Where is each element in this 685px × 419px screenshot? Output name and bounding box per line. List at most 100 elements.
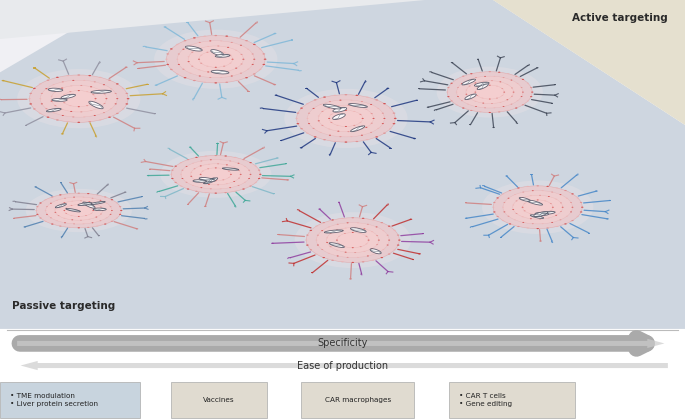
Circle shape — [512, 204, 514, 205]
Circle shape — [223, 168, 224, 169]
Circle shape — [571, 193, 574, 194]
Circle shape — [389, 128, 392, 129]
Circle shape — [116, 113, 119, 114]
Circle shape — [59, 225, 62, 227]
Circle shape — [371, 113, 373, 114]
Circle shape — [479, 111, 482, 113]
Circle shape — [180, 174, 182, 175]
Circle shape — [336, 224, 338, 225]
Circle shape — [47, 116, 49, 118]
Ellipse shape — [83, 202, 95, 208]
Ellipse shape — [188, 46, 243, 72]
Circle shape — [70, 85, 73, 86]
Circle shape — [240, 174, 242, 175]
Circle shape — [262, 53, 265, 54]
Circle shape — [456, 104, 458, 106]
Bar — [338, 202, 340, 203]
Circle shape — [66, 75, 69, 76]
Circle shape — [556, 187, 558, 189]
Circle shape — [36, 214, 38, 215]
Circle shape — [223, 66, 225, 67]
Circle shape — [208, 164, 210, 165]
Circle shape — [380, 257, 383, 258]
Circle shape — [377, 108, 379, 109]
Circle shape — [319, 208, 321, 210]
Circle shape — [489, 98, 490, 99]
Circle shape — [375, 226, 377, 228]
Circle shape — [98, 107, 100, 108]
Ellipse shape — [527, 200, 543, 205]
Circle shape — [560, 194, 562, 195]
Circle shape — [508, 198, 510, 199]
Ellipse shape — [437, 67, 543, 118]
Circle shape — [475, 92, 476, 93]
Ellipse shape — [181, 160, 251, 189]
Circle shape — [382, 113, 384, 114]
Circle shape — [570, 202, 572, 203]
Circle shape — [496, 85, 498, 87]
Bar — [390, 147, 392, 149]
Ellipse shape — [503, 191, 573, 224]
Circle shape — [182, 170, 184, 171]
Bar — [464, 202, 466, 203]
Circle shape — [251, 64, 253, 65]
Circle shape — [482, 81, 484, 82]
Circle shape — [110, 206, 112, 207]
Circle shape — [225, 155, 227, 157]
Circle shape — [119, 206, 121, 207]
Circle shape — [530, 218, 532, 219]
Circle shape — [190, 72, 192, 74]
Circle shape — [194, 179, 195, 180]
Circle shape — [207, 71, 210, 72]
Circle shape — [462, 107, 464, 109]
Circle shape — [354, 227, 356, 228]
Circle shape — [350, 136, 353, 137]
Circle shape — [125, 67, 127, 68]
Circle shape — [521, 96, 523, 97]
Circle shape — [259, 174, 262, 175]
Circle shape — [203, 36, 206, 37]
Circle shape — [39, 83, 42, 85]
Circle shape — [537, 199, 538, 200]
Circle shape — [501, 95, 503, 96]
Circle shape — [308, 123, 310, 124]
Circle shape — [315, 253, 318, 255]
Circle shape — [318, 120, 320, 122]
Circle shape — [198, 69, 200, 70]
Circle shape — [248, 170, 250, 171]
Circle shape — [521, 207, 523, 208]
Circle shape — [382, 249, 384, 250]
Circle shape — [116, 202, 119, 204]
Circle shape — [116, 217, 119, 219]
Circle shape — [83, 116, 86, 117]
Bar — [422, 233, 425, 234]
Circle shape — [190, 45, 192, 46]
Circle shape — [493, 211, 495, 212]
Circle shape — [199, 42, 201, 43]
Circle shape — [64, 210, 65, 211]
Circle shape — [111, 199, 113, 200]
Circle shape — [179, 162, 182, 163]
Circle shape — [539, 241, 542, 242]
Circle shape — [223, 52, 225, 53]
Circle shape — [312, 128, 314, 129]
Circle shape — [330, 122, 332, 123]
Circle shape — [446, 91, 449, 93]
Circle shape — [380, 222, 383, 223]
Bar — [98, 235, 100, 236]
Circle shape — [39, 217, 42, 219]
Circle shape — [184, 40, 186, 41]
Circle shape — [122, 88, 125, 89]
Circle shape — [192, 163, 194, 164]
Ellipse shape — [36, 193, 121, 228]
Circle shape — [56, 220, 58, 221]
Circle shape — [94, 115, 96, 116]
Circle shape — [214, 193, 217, 194]
Circle shape — [366, 139, 369, 140]
Circle shape — [46, 214, 48, 215]
Circle shape — [231, 42, 233, 43]
Circle shape — [116, 83, 119, 85]
Circle shape — [193, 37, 196, 39]
Circle shape — [206, 52, 208, 53]
Circle shape — [382, 230, 384, 231]
